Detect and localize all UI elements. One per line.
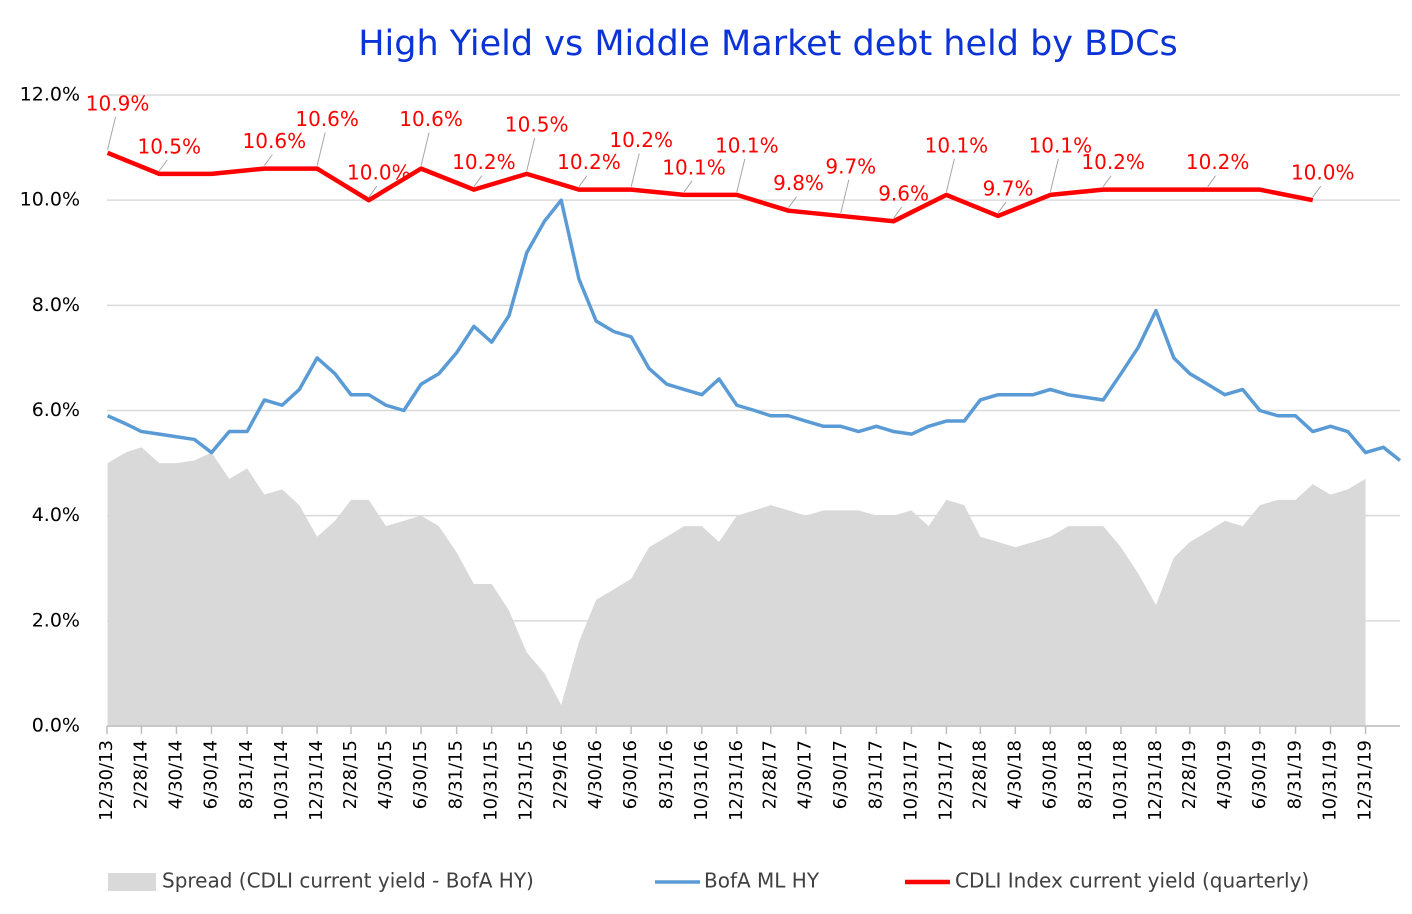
data-label: 10.2% xyxy=(1081,150,1145,174)
leader-line xyxy=(578,175,588,187)
data-label: 10.0% xyxy=(347,161,411,185)
x-tick-label: 8/31/15 xyxy=(446,740,467,809)
x-tick-label: 2/28/19 xyxy=(1179,740,1200,809)
spread-area xyxy=(107,447,1366,726)
data-label: 10.1% xyxy=(715,133,779,157)
x-tick-label: 4/30/15 xyxy=(375,740,396,809)
leader-line xyxy=(997,201,1007,214)
leader-line xyxy=(316,132,326,166)
legend-swatch xyxy=(108,873,156,891)
leader-line xyxy=(630,153,640,187)
legend-label: BofA ML HY xyxy=(704,869,820,893)
x-tick-label: 10/31/17 xyxy=(900,740,921,821)
x-tick-label: 10/31/18 xyxy=(1110,740,1131,821)
legend-label: Spread (CDLI current yield - BofA HY) xyxy=(162,869,534,893)
data-label: 10.6% xyxy=(295,107,359,131)
x-tick-label: 2/28/18 xyxy=(969,740,990,809)
y-tick-label: 12.0% xyxy=(20,84,80,106)
x-tick-label: 12/30/13 xyxy=(96,740,117,821)
data-label: 10.2% xyxy=(557,150,621,174)
x-tick-label: 6/30/18 xyxy=(1039,740,1060,809)
x-tick-label: 6/30/16 xyxy=(620,740,641,809)
leader-line xyxy=(473,175,483,187)
data-label: 9.7% xyxy=(983,176,1034,200)
data-label: 10.2% xyxy=(1186,150,1250,174)
x-tick-label: 8/31/14 xyxy=(236,740,257,809)
x-tick-label: 12/31/15 xyxy=(516,740,537,821)
leader-line xyxy=(840,179,850,214)
data-label: 10.0% xyxy=(1291,161,1355,185)
data-label: 10.2% xyxy=(609,128,673,152)
x-tick-label: 4/30/19 xyxy=(1214,740,1235,809)
x-tick-label: 4/30/18 xyxy=(1004,740,1025,809)
x-tick-label: 12/31/14 xyxy=(306,740,327,821)
x-tick-label: 4/30/14 xyxy=(165,740,186,809)
x-tick-label: 4/30/17 xyxy=(795,740,816,809)
x-tick-label: 6/30/15 xyxy=(410,740,431,809)
data-label: 10.6% xyxy=(243,129,307,153)
leader-line xyxy=(945,158,955,193)
x-tick-label: 8/31/18 xyxy=(1075,740,1096,809)
y-tick-label: 4.0% xyxy=(32,504,80,526)
leader-line xyxy=(263,154,273,166)
data-label: 10.5% xyxy=(505,112,569,136)
series-line xyxy=(106,198,1402,462)
y-tick-label: 0.0% xyxy=(32,715,80,737)
x-tick-label: 2/28/14 xyxy=(130,740,151,809)
leader-line xyxy=(1049,158,1059,193)
x-tick-label: 4/30/16 xyxy=(585,740,606,809)
leader-line xyxy=(158,159,168,172)
leader-line xyxy=(1312,185,1322,198)
leader-line xyxy=(368,185,378,198)
y-tick-label: 8.0% xyxy=(32,294,80,316)
leader-line xyxy=(107,116,117,150)
leader-line xyxy=(420,132,430,166)
x-tick-label: 2/29/16 xyxy=(550,740,571,809)
x-tick-label: 8/31/19 xyxy=(1285,740,1306,809)
leader-line xyxy=(1102,175,1112,187)
leader-line xyxy=(788,196,797,208)
chart-title: High Yield vs Middle Market debt held by… xyxy=(358,24,1178,64)
y-tick-label: 6.0% xyxy=(32,399,80,421)
data-label: 10.1% xyxy=(1029,133,1093,157)
data-label: 10.5% xyxy=(137,134,201,158)
data-label: 10.9% xyxy=(86,91,150,115)
x-tick-label: 12/31/19 xyxy=(1355,740,1376,821)
data-label: 10.2% xyxy=(452,150,516,174)
x-tick-label: 2/28/17 xyxy=(760,740,781,809)
leader-line xyxy=(683,180,693,193)
leader-line xyxy=(893,206,902,219)
data-label: 10.1% xyxy=(662,155,726,179)
x-tick-label: 10/31/19 xyxy=(1320,740,1341,821)
x-tick-label: 6/30/14 xyxy=(200,740,221,809)
x-tick-label: 2/28/15 xyxy=(340,740,361,809)
data-label: 10.6% xyxy=(399,107,463,131)
x-tick-label: 6/30/19 xyxy=(1249,740,1270,809)
x-tick-label: 8/31/17 xyxy=(865,740,886,809)
y-tick-label: 10.0% xyxy=(20,189,80,211)
x-tick-label: 8/31/16 xyxy=(656,740,677,809)
leader-line xyxy=(1207,175,1217,187)
legend-label: CDLI Index current yield (quarterly) xyxy=(955,869,1309,893)
y-tick-label: 2.0% xyxy=(32,609,80,631)
x-tick-label: 6/30/17 xyxy=(830,740,851,809)
data-label: 9.6% xyxy=(878,182,929,206)
leader-line xyxy=(736,158,746,193)
x-tick-label: 10/31/16 xyxy=(691,740,712,821)
series-line xyxy=(106,150,1314,224)
data-label: 9.8% xyxy=(773,171,824,195)
x-tick-label: 12/31/17 xyxy=(935,740,956,821)
x-tick-label: 12/31/16 xyxy=(726,740,747,821)
data-label: 9.7% xyxy=(825,154,876,178)
x-tick-label: 10/31/14 xyxy=(271,740,292,821)
x-tick-label: 10/31/15 xyxy=(481,740,502,821)
data-label: 10.1% xyxy=(925,133,989,157)
x-tick-label: 12/31/18 xyxy=(1145,740,1166,821)
leader-line xyxy=(526,137,536,171)
